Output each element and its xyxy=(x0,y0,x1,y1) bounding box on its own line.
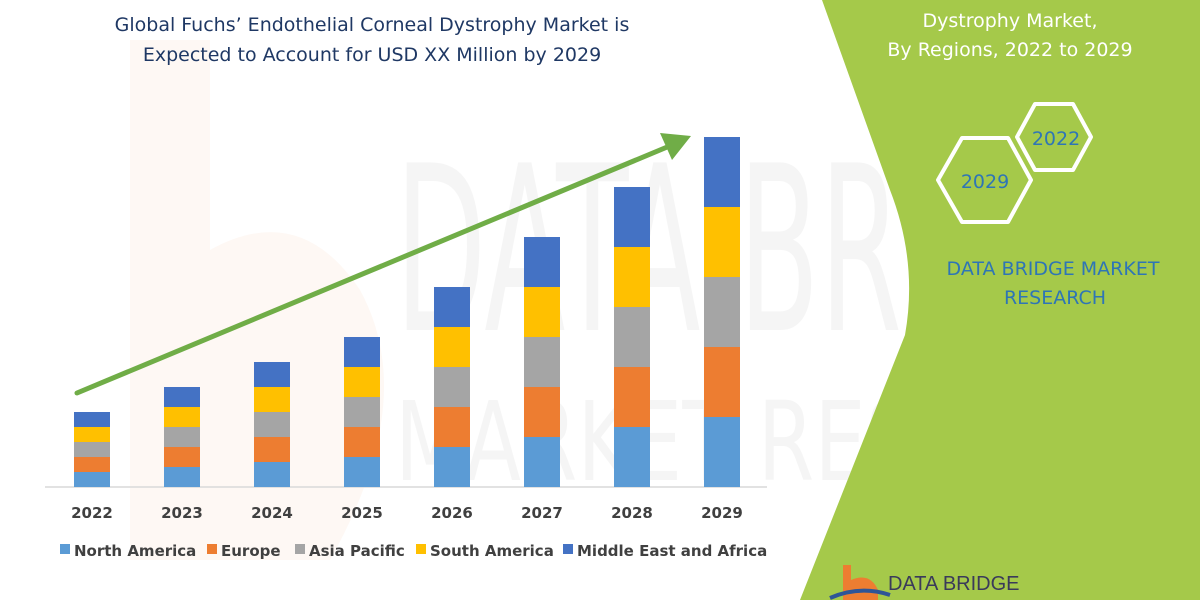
bar-segment-europe-2023 xyxy=(164,447,200,467)
bar-stack-2025 xyxy=(344,337,380,487)
trend-arrow-head-icon xyxy=(660,133,691,160)
bar-segment-north-america-2023 xyxy=(164,467,200,487)
bar-segment-middle-east-and-africa-2025 xyxy=(344,337,380,367)
side-panel-title-line2: By Regions, 2022 to 2029 xyxy=(887,39,1132,61)
legend-label: North America xyxy=(74,542,196,560)
brand-text-line2: RESEARCH xyxy=(1004,287,1106,309)
bar-segment-south-america-2027 xyxy=(524,287,560,337)
x-tick-label: 2027 xyxy=(521,504,563,522)
legend-swatch-icon xyxy=(295,544,305,554)
x-tick-label: 2029 xyxy=(701,504,743,522)
bar-stack-2024 xyxy=(254,362,290,487)
bar-stack-2027 xyxy=(524,237,560,487)
bar-stack-2023 xyxy=(164,387,200,487)
bar-segment-europe-2025 xyxy=(344,427,380,457)
bar-segment-asia-pacific-2026 xyxy=(434,367,470,407)
bar-stack-2028 xyxy=(614,187,650,487)
bar-segment-north-america-2024 xyxy=(254,462,290,487)
side-panel-title-line1: Dystrophy Market, xyxy=(923,10,1098,32)
legend-label: South America xyxy=(430,542,554,560)
x-tick-label: 2023 xyxy=(161,504,203,522)
bar-segment-middle-east-and-africa-2027 xyxy=(524,237,560,287)
x-tick-label: 2022 xyxy=(71,504,113,522)
bar-segment-south-america-2026 xyxy=(434,327,470,367)
bar-stack-2022 xyxy=(74,412,110,487)
legend-swatch-icon xyxy=(563,544,573,554)
x-tick-label: 2028 xyxy=(611,504,653,522)
bar-segment-middle-east-and-africa-2028 xyxy=(614,187,650,247)
bar-segment-europe-2026 xyxy=(434,407,470,447)
bar-segment-europe-2027 xyxy=(524,387,560,437)
chart-title-line1: Global Fuchs’ Endothelial Corneal Dystro… xyxy=(115,14,630,36)
bar-segment-middle-east-and-africa-2024 xyxy=(254,362,290,387)
bar-segment-south-america-2022 xyxy=(74,427,110,442)
bar-segment-europe-2029 xyxy=(704,347,740,417)
bars xyxy=(74,137,740,487)
legend-swatch-icon xyxy=(207,544,217,554)
bar-stack-2026 xyxy=(434,287,470,487)
trend-arrow-line xyxy=(74,142,675,396)
bar-segment-south-america-2028 xyxy=(614,247,650,307)
bar-segment-middle-east-and-africa-2029 xyxy=(704,137,740,207)
legend-label: Europe xyxy=(221,542,281,560)
legend-label: Asia Pacific xyxy=(309,542,405,560)
bar-segment-north-america-2027 xyxy=(524,437,560,487)
hexagon-2029-icon xyxy=(936,136,1033,224)
bar-segment-asia-pacific-2029 xyxy=(704,277,740,347)
hexagon-2022-icon xyxy=(1015,102,1093,172)
hex-label-2022: 2022 xyxy=(1032,128,1080,150)
brand-text-line1: DATA BRIDGE MARKET xyxy=(947,258,1160,280)
bar-segment-europe-2028 xyxy=(614,367,650,427)
logo-text: DATA BRIDGE xyxy=(888,573,1020,595)
legend: North America Europe Asia Pacific South Ame… xyxy=(60,542,767,560)
legend-label: Middle East and Africa xyxy=(577,542,767,560)
logo-swoosh-icon xyxy=(829,588,891,600)
bar-segment-asia-pacific-2028 xyxy=(614,307,650,367)
bar-segment-north-america-2025 xyxy=(344,457,380,487)
bar-segment-north-america-2028 xyxy=(614,427,650,487)
bar-segment-middle-east-and-africa-2026 xyxy=(434,287,470,327)
x-tick-label: 2024 xyxy=(251,504,293,522)
side-panel-background xyxy=(800,0,1200,600)
bar-segment-north-america-2026 xyxy=(434,447,470,487)
bar-segment-south-america-2023 xyxy=(164,407,200,427)
legend-swatch-icon xyxy=(60,544,70,554)
bar-segment-europe-2024 xyxy=(254,437,290,462)
bar-segment-north-america-2029 xyxy=(704,417,740,487)
bar-segment-asia-pacific-2027 xyxy=(524,337,560,387)
trend-arrow xyxy=(74,133,691,396)
bar-segment-asia-pacific-2024 xyxy=(254,412,290,437)
bar-segment-south-america-2024 xyxy=(254,387,290,412)
bar-segment-south-america-2025 xyxy=(344,367,380,397)
bar-segment-europe-2022 xyxy=(74,457,110,472)
bar-segment-middle-east-and-africa-2022 xyxy=(74,412,110,427)
logo-mark-icon xyxy=(843,565,851,600)
bar-stack-2029 xyxy=(704,137,740,487)
x-tick-label: 2026 xyxy=(431,504,473,522)
bar-segment-asia-pacific-2025 xyxy=(344,397,380,427)
hex-label-2029: 2029 xyxy=(961,171,1009,193)
company-logo: DATA BRIDGE xyxy=(829,565,1020,600)
x-axis-ticks: 2022 2023 2024 2025 2026 2027 2028 2029 xyxy=(71,504,743,522)
x-tick-label: 2025 xyxy=(341,504,383,522)
legend-swatch-icon xyxy=(416,544,426,554)
bar-segment-asia-pacific-2022 xyxy=(74,442,110,457)
bar-segment-middle-east-and-africa-2023 xyxy=(164,387,200,407)
bar-segment-south-america-2029 xyxy=(704,207,740,277)
bar-segment-asia-pacific-2023 xyxy=(164,427,200,447)
bar-segment-north-america-2022 xyxy=(74,472,110,487)
chart-title-line2: Expected to Account for USD XX Million b… xyxy=(143,44,601,66)
